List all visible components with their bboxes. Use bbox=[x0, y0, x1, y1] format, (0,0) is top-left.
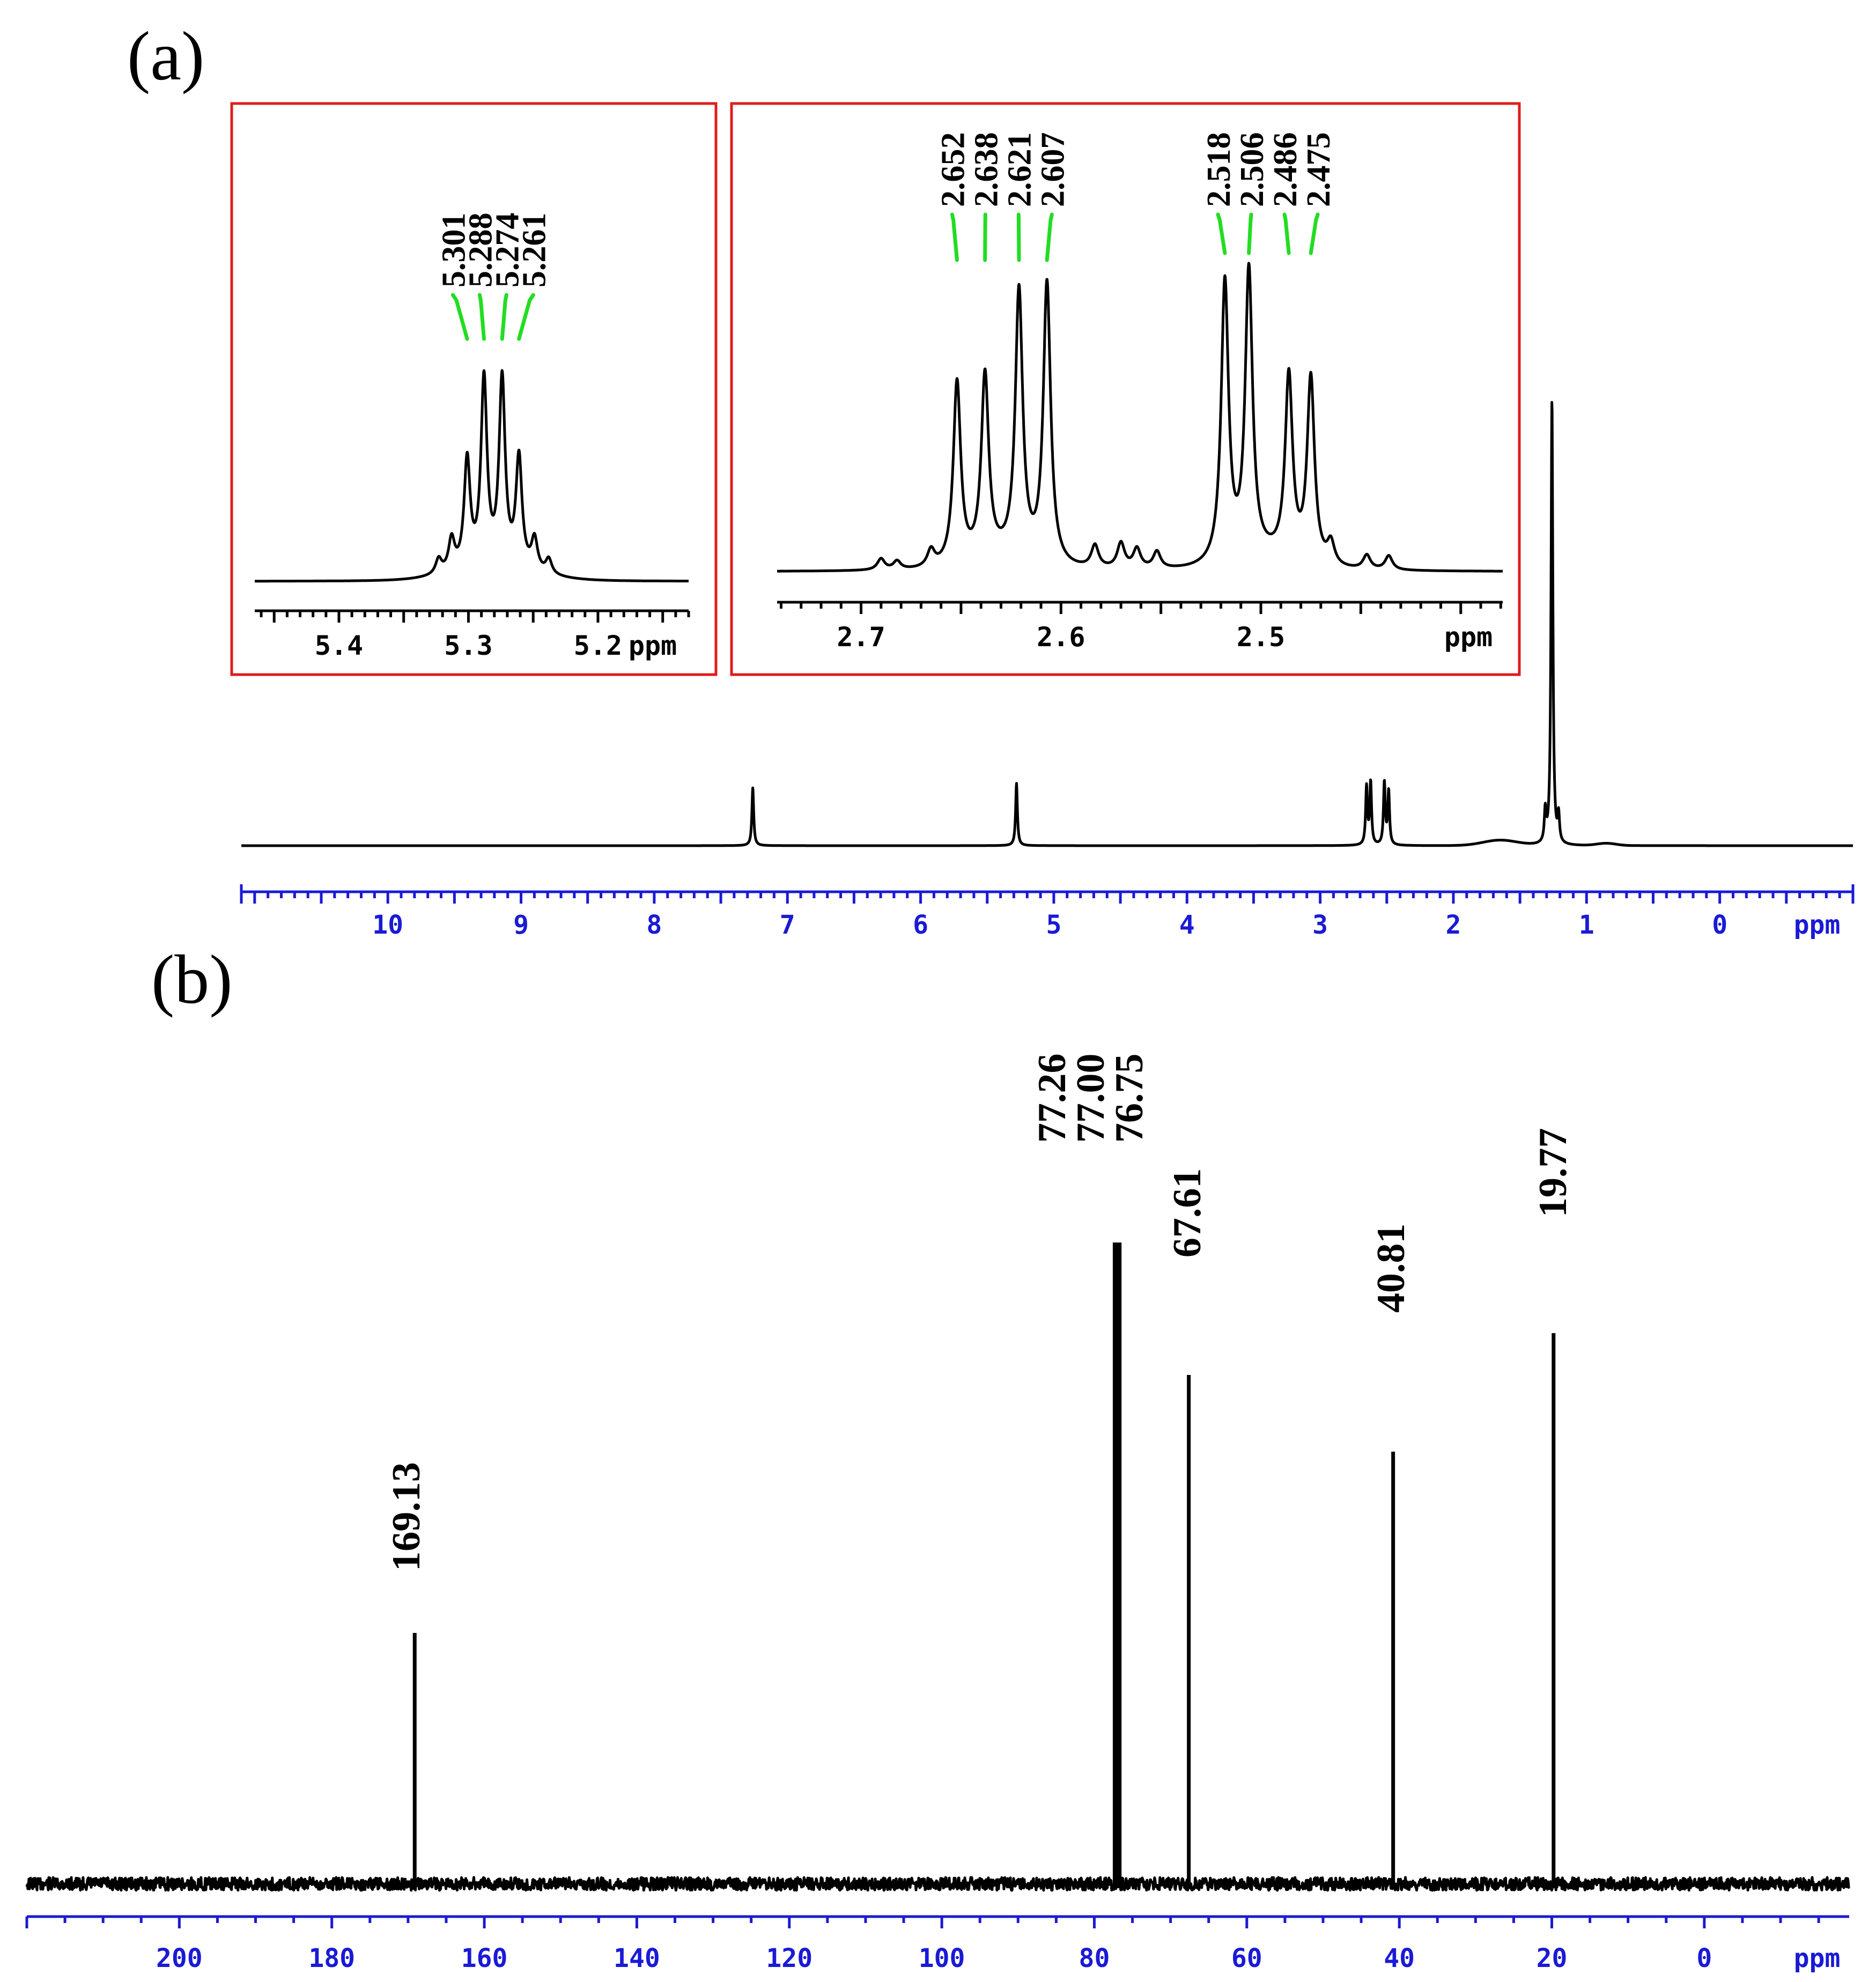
h1-axis-tick-label: 9 bbox=[513, 910, 529, 940]
inset-5ppm-axis-unit-label: ppm bbox=[629, 630, 677, 661]
inset-2ppm-trace bbox=[776, 262, 1504, 573]
inset-5ppm-axis-tick-label: 5.4 bbox=[315, 630, 363, 661]
c13-peak-label: 76.75 bbox=[1107, 1054, 1151, 1143]
c13-peaks bbox=[412, 1243, 1556, 1888]
inset-5ppm-peak-label: 5.301 bbox=[435, 213, 472, 288]
h1-axis-tick-label: 0 bbox=[1712, 910, 1727, 940]
inset-2ppm-peak-marker bbox=[1016, 212, 1021, 262]
c13-axis-tick-label: 140 bbox=[614, 1943, 660, 1973]
h1-axis-tick-label: 2 bbox=[1446, 910, 1461, 940]
c13-axis-tick-label: 80 bbox=[1079, 1943, 1110, 1973]
c13-peak-label: 169.13 bbox=[385, 1462, 429, 1572]
h1-axis-tick-label: 8 bbox=[646, 910, 662, 940]
inset-2ppm-peak-label: 2.475 bbox=[1301, 132, 1337, 208]
c13-axis-tick-label: 0 bbox=[1696, 1943, 1712, 1973]
inset-5ppm-axis: 5.4 5.3 5.2 ppm bbox=[255, 609, 690, 661]
inset-2ppm-peak-marker bbox=[1247, 212, 1253, 255]
c13-spectrum-trace bbox=[25, 1876, 1850, 1892]
h1-spectrum-trace bbox=[240, 401, 1854, 847]
inset-2ppm-axis-tick-label: 2.6 bbox=[1037, 622, 1085, 653]
c13-peak-label: 40.81 bbox=[1369, 1224, 1413, 1313]
inset-2ppm-peak-label: 2.486 bbox=[1267, 132, 1304, 208]
h1-axis-tick-label: 4 bbox=[1179, 910, 1195, 940]
h1-axis-tick-label: 1 bbox=[1579, 910, 1594, 940]
inset-5ppm-peak-label: 5.274 bbox=[489, 213, 526, 288]
c13-axis-tick-label: 20 bbox=[1537, 1943, 1568, 1973]
c13-axis-tick-label: 60 bbox=[1231, 1943, 1262, 1973]
inset-2ppm-border bbox=[730, 102, 1521, 676]
inset-5ppm-peak-marker bbox=[450, 293, 469, 341]
inset-2ppm-peak-label: 2.506 bbox=[1234, 132, 1271, 208]
c13-peak-label: 67.61 bbox=[1165, 1169, 1209, 1258]
c13-axis-tick-label: 40 bbox=[1384, 1943, 1415, 1973]
inset-2ppm-peak-marker bbox=[950, 212, 959, 262]
inset-5ppm-peak-label: 5.261 bbox=[516, 213, 552, 288]
inset-5ppm-peak-label: 5.288 bbox=[462, 213, 499, 288]
inset-2ppm-peak-marker bbox=[1309, 212, 1320, 255]
inset-5ppm-peak-marker bbox=[477, 293, 486, 341]
inset-2ppm-peak-label: 2.607 bbox=[1035, 132, 1071, 208]
inset-2ppm-peak-label: 2.621 bbox=[1001, 132, 1038, 208]
h1-axis-tick-label: 6 bbox=[913, 910, 928, 940]
c13-peak-label: 19.77 bbox=[1531, 1128, 1575, 1218]
inset-2ppm-peak-label: 2.638 bbox=[968, 132, 1005, 208]
inset-5ppm-border bbox=[230, 102, 718, 676]
panel-a-label: (a) bbox=[127, 18, 204, 95]
c13-axis-tick-label: 180 bbox=[308, 1943, 355, 1973]
c13-axis-tick-label: 100 bbox=[919, 1943, 965, 1973]
c13-axis-tick-label: 120 bbox=[766, 1943, 813, 1973]
c13-peak-label: 77.00 bbox=[1069, 1054, 1113, 1143]
h1-axis-tick-label: 10 bbox=[372, 910, 403, 940]
c13-peak-label: 77.26 bbox=[1030, 1054, 1074, 1143]
inset-2ppm-peak-marker bbox=[1045, 212, 1054, 262]
h1-x-axis: 10 9 8 7 6 5 4 3 2 1 0 ppm bbox=[240, 884, 1855, 940]
inset-5ppm-peak-marker bbox=[500, 293, 508, 341]
c13-axis-unit-label: ppm bbox=[1794, 1943, 1841, 1973]
inset-2ppm-peak-label: 2.652 bbox=[935, 132, 971, 208]
h1-axis-tick-label: 3 bbox=[1312, 910, 1328, 940]
inset-2ppm-axis: 2.7 2.6 2.5 ppm bbox=[777, 601, 1503, 653]
inset-5ppm-axis-tick-label: 5.2 bbox=[574, 630, 622, 661]
inset-2ppm-axis-tick-label: 2.7 bbox=[837, 622, 885, 653]
h1-nmr-spectrum: 10 9 8 7 6 5 4 3 2 1 0 ppm bbox=[240, 401, 1855, 940]
inset-5ppm-peak-marker bbox=[517, 293, 535, 341]
c13-axis-tick-label: 200 bbox=[156, 1943, 203, 1973]
inset-5ppm-axis-tick-label: 5.3 bbox=[444, 630, 492, 661]
h1-axis-unit-label: ppm bbox=[1794, 910, 1841, 940]
inset-2ppm-axis-tick-label: 2.5 bbox=[1237, 622, 1285, 653]
h1-axis-tick-label: 5 bbox=[1046, 910, 1061, 940]
inset-5ppm-trace bbox=[254, 369, 690, 583]
inset-2ppm-peak-marker bbox=[983, 212, 987, 262]
inset-2ppm-peak-label: 2.518 bbox=[1201, 132, 1237, 208]
h1-axis-tick-label: 7 bbox=[780, 910, 795, 940]
inset-2ppm-axis-unit-label: ppm bbox=[1444, 622, 1493, 653]
inset-2ppm-peak-marker bbox=[1216, 212, 1227, 255]
panel-b-label: (b) bbox=[151, 941, 233, 1018]
c13-axis-tick-label: 160 bbox=[461, 1943, 508, 1973]
c13-x-axis: 200 180 160 140 120 100 80 60 40 20 0 ppm bbox=[25, 1915, 1849, 1973]
inset-2ppm-peak-marker bbox=[1282, 212, 1291, 255]
